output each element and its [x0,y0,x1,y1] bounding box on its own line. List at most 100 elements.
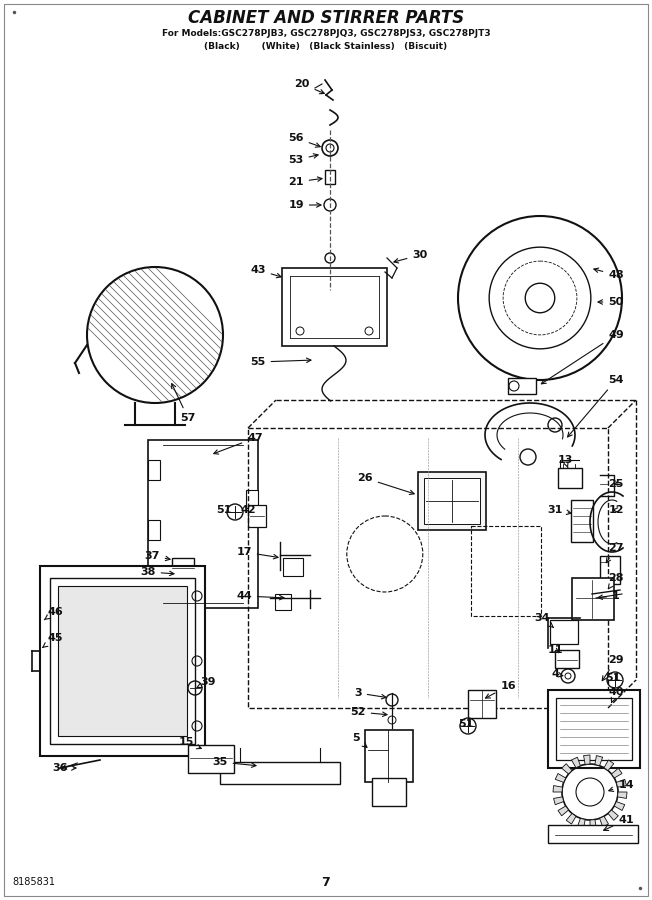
Bar [325,170,335,184]
Text: 28: 28 [608,573,624,589]
Text: 13: 13 [557,455,572,468]
Polygon shape [572,757,580,768]
Polygon shape [612,769,622,778]
Text: 38: 38 [140,567,174,577]
Text: 56: 56 [288,133,320,148]
Bar [248,428,608,708]
Text: 1: 1 [598,591,620,601]
Text: 47: 47 [214,433,263,454]
Bar [468,690,496,718]
Text: 36: 36 [52,763,76,773]
Bar [148,520,160,540]
Text: (Black)       (White)   (Black Stainless)   (Biscuit): (Black) (White) (Black Stainless) (Biscu… [205,41,447,50]
Text: CABINET AND STIRRER PARTS: CABINET AND STIRRER PARTS [188,9,464,27]
Polygon shape [553,786,563,792]
Text: 11: 11 [547,645,563,655]
Polygon shape [617,792,627,798]
Text: For Models:GSC278PJB3, GSC278PJQ3, GSC278PJS3, GSC278PJT3: For Models:GSC278PJB3, GSC278PJQ3, GSC27… [162,29,490,38]
Text: 21: 21 [288,177,322,187]
Polygon shape [595,756,602,766]
Bar [40,566,205,756]
Text: 45: 45 [42,633,63,648]
Text: 54: 54 [568,375,624,436]
Bar [372,778,406,806]
Bar [58,586,187,736]
Polygon shape [577,818,585,828]
Text: 44: 44 [236,591,284,601]
Text: 50: 50 [598,297,623,307]
Text: 20: 20 [294,79,324,94]
Polygon shape [566,814,576,824]
Bar [471,526,541,616]
Text: 16: 16 [486,681,516,698]
Polygon shape [556,773,566,782]
Bar [283,558,303,576]
Text: 51: 51 [458,719,474,729]
Text: 34: 34 [534,613,554,627]
Bar [275,594,291,610]
Bar [556,698,632,760]
Text: 51: 51 [605,673,621,683]
Bar [148,460,160,480]
Bar [571,500,593,542]
Polygon shape [616,779,627,788]
Text: 37: 37 [144,551,170,561]
Bar [572,578,614,620]
Text: 39: 39 [197,677,216,688]
Text: 4: 4 [551,669,563,679]
Bar [548,690,640,768]
Bar [188,745,234,773]
Text: 51: 51 [216,505,231,515]
Bar [508,378,536,394]
Text: 30: 30 [394,250,428,263]
Bar [555,650,579,668]
Polygon shape [558,806,569,815]
Text: 14: 14 [609,780,634,791]
Polygon shape [614,802,625,811]
Text: 48: 48 [594,268,624,280]
Bar [282,268,387,346]
Bar [248,505,266,527]
Text: 8185831: 8185831 [12,877,55,887]
Text: 29: 29 [602,655,624,680]
Bar [50,578,195,744]
Text: 17: 17 [236,547,278,559]
Polygon shape [608,810,618,820]
Text: 55: 55 [250,357,311,367]
Text: 3: 3 [354,688,386,699]
Text: 42: 42 [240,505,256,515]
Text: 5: 5 [352,733,367,747]
Text: 52: 52 [350,707,387,717]
Polygon shape [590,820,597,829]
Bar [172,558,194,574]
Text: 53: 53 [288,154,318,165]
Bar [220,762,340,784]
Polygon shape [561,764,572,774]
Bar [548,825,638,843]
Text: 27: 27 [606,543,624,562]
Text: 19: 19 [288,200,321,210]
Bar [246,490,258,508]
Bar [600,556,620,584]
Polygon shape [554,796,564,805]
Text: 40: 40 [608,687,624,703]
Text: 15: 15 [178,737,201,749]
Bar [418,472,486,530]
Polygon shape [584,755,590,764]
Text: 35: 35 [213,757,256,768]
Text: 57: 57 [171,383,196,423]
Bar [424,478,480,524]
Text: 46: 46 [44,607,63,620]
Bar [148,440,258,608]
Text: 49: 49 [541,330,624,383]
Text: 25: 25 [608,479,624,489]
Polygon shape [604,760,614,770]
Bar [558,468,582,488]
Bar [550,620,578,644]
Text: 31: 31 [547,505,571,515]
Bar [365,730,413,782]
Polygon shape [600,816,608,827]
Text: 7: 7 [321,876,331,888]
Text: 26: 26 [357,473,414,494]
Text: 12: 12 [608,505,624,515]
